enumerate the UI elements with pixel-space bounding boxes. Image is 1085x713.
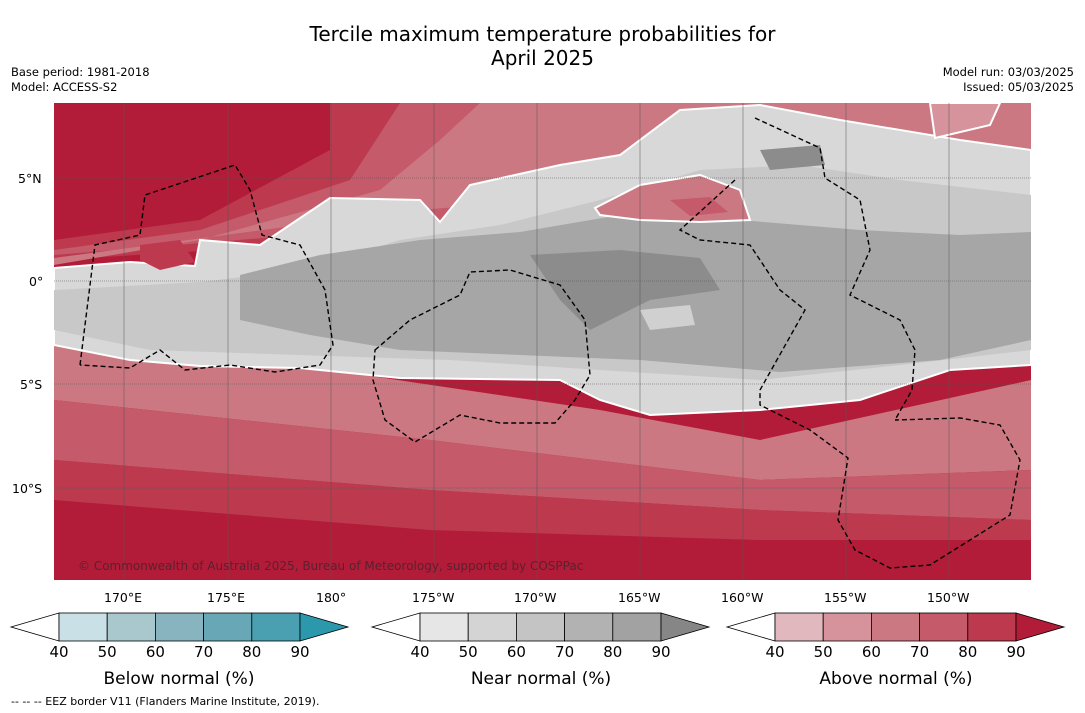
above-80-band-south (54, 460, 1031, 540)
map-title: Tercile maximum temperature probabilitie… (0, 22, 1085, 70)
colorbar-2-tick-70: 70 (910, 643, 930, 661)
colorbar-0-tick-60: 60 (145, 643, 165, 661)
above-blob-core (670, 197, 728, 216)
graticule (54, 177, 1031, 489)
colorbar-near-label: Near normal (%) (470, 669, 612, 689)
colorbar-0-tick-40: 40 (49, 643, 69, 661)
colorbar-2-segment-4 (967, 612, 1017, 642)
colorbar-2-segment-3 (919, 612, 969, 642)
title-line-1: Tercile maximum temperature probabilitie… (309, 22, 776, 46)
colorbar-0-tick-70: 70 (194, 643, 214, 661)
colorbar-1-segment-3 (564, 612, 614, 642)
base-period: Base period: 1981-2018 (11, 65, 150, 79)
colorbar-0-segment-4 (251, 612, 301, 642)
probability-field: © Commonwealth of Australia 2025, Bureau… (54, 103, 1031, 580)
lat-label-0: 0° (29, 274, 44, 289)
colorbar-1-tick-60: 60 (506, 643, 526, 661)
model-run: Model run: 03/03/2025 (942, 65, 1074, 79)
colorbar-below-label: Below normal (%) (103, 669, 255, 689)
above-blob-northeast (928, 103, 1002, 140)
colorbar-2-tick-40: 40 (765, 643, 785, 661)
lon-label-165w: 165°W (618, 590, 661, 605)
colorbar-2-segment-0 (774, 612, 824, 642)
colorbar-0-segment-1 (106, 612, 156, 642)
colorbar-0-tick-90: 90 (290, 643, 310, 661)
colorbar-2-segment-1 (822, 612, 872, 642)
colorbar-0-segment-0 (58, 612, 108, 642)
lat-label-5s: 5°S (20, 377, 43, 392)
near-70-patch-north (760, 145, 825, 170)
above-blob-west (140, 240, 195, 270)
colorbar-2-segment-5 (1015, 612, 1066, 642)
colorbar-1-segment-4 (612, 612, 662, 642)
lon-label-160w: 160°W (721, 590, 764, 605)
colorbar-2-tick-80: 80 (958, 643, 978, 661)
lon-label-170e: 170°E (104, 590, 143, 605)
above-60-band-south (54, 345, 1031, 480)
colorbar-0-tick-80: 80 (242, 643, 262, 661)
colorbar-1-tick-80: 80 (603, 643, 623, 661)
colorbar-1-segment-0 (419, 612, 469, 642)
eez-footnote: -- -- -- EEZ border V11 (Flanders Marine… (11, 695, 320, 708)
colorbar-0-segment-5 (299, 612, 350, 642)
colorbar-2-segment-2 (871, 612, 921, 642)
colorbar-1-tick-50: 50 (458, 643, 478, 661)
meridians (123, 103, 950, 580)
colorbar-1-segment-2 (516, 612, 566, 642)
lat-label-10s: 10°S (12, 481, 43, 496)
colorbar-0-segment-2 (154, 612, 204, 642)
copyright-text: © Commonwealth of Australia 2025, Bureau… (78, 559, 583, 573)
above-70-band-south (54, 400, 1031, 520)
colorbar-2-tick-90: 90 (1006, 643, 1026, 661)
colorbar-1-tick-40: 40 (410, 643, 430, 661)
near-low-patch (640, 305, 695, 330)
colorbar-0-segment-3 (203, 612, 253, 642)
lon-label-155w: 155°W (824, 590, 867, 605)
lon-label-170w: 170°W (514, 590, 557, 605)
colorbar-1-tick-70: 70 (555, 643, 575, 661)
lon-label-175e: 175°E (207, 590, 246, 605)
colorbars (9, 612, 1066, 642)
meta-right: Model run: 03/03/2025 Issued: 05/03/2025 (943, 65, 1074, 95)
colorbar-1-left-extension (370, 612, 421, 642)
colorbar-above-label: Above normal (%) (819, 669, 973, 689)
colorbar-0-tick-50: 50 (97, 643, 117, 661)
lon-label-150w: 150°W (927, 590, 970, 605)
colorbar-1-tick-90: 90 (651, 643, 671, 661)
lon-label-175w: 175°W (412, 590, 455, 605)
colorbar-2-tick-60: 60 (861, 643, 881, 661)
colorbar-0-left-extension (9, 612, 60, 642)
lon-label-180: 180° (316, 590, 347, 605)
model-name: Model: ACCESS-S2 (11, 80, 118, 94)
colorbar-2-left-extension (725, 612, 776, 642)
colorbar-2-tick-50: 50 (813, 643, 833, 661)
issued-date: Issued: 05/03/2025 (963, 80, 1074, 94)
meta-left: Base period: 1981-2018 Model: ACCESS-S2 (11, 65, 150, 95)
lat-label-5n: 5°N (18, 171, 42, 186)
colorbar-1-segment-5 (660, 612, 711, 642)
title-line-2: April 2025 (491, 46, 594, 70)
eez-borders (79, 117, 1021, 569)
colorbar-1-segment-1 (467, 612, 517, 642)
